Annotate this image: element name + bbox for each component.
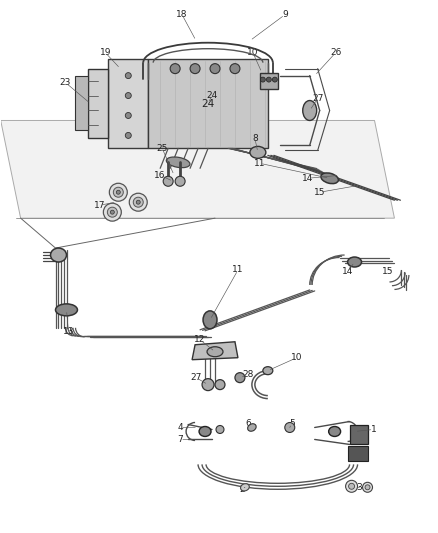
Text: 3: 3 [357, 483, 362, 492]
Circle shape [260, 77, 265, 82]
Text: 13: 13 [63, 327, 74, 336]
Text: 8: 8 [252, 134, 258, 143]
Text: 14: 14 [302, 174, 314, 183]
Polygon shape [75, 76, 88, 131]
Text: 24: 24 [206, 91, 218, 100]
Text: 26: 26 [330, 48, 341, 57]
Text: 24: 24 [201, 99, 215, 109]
Text: 11: 11 [232, 265, 244, 274]
Text: 23: 23 [60, 78, 71, 87]
Ellipse shape [56, 304, 78, 316]
Text: 15: 15 [381, 268, 393, 277]
Circle shape [349, 483, 355, 489]
Circle shape [113, 187, 124, 197]
Ellipse shape [321, 173, 339, 184]
Circle shape [346, 480, 357, 492]
Text: 1: 1 [371, 425, 376, 434]
Polygon shape [192, 342, 238, 360]
Text: 15: 15 [314, 188, 325, 197]
Ellipse shape [303, 101, 317, 120]
Circle shape [235, 373, 245, 383]
Text: 18: 18 [177, 10, 188, 19]
Text: 17: 17 [94, 201, 105, 209]
Circle shape [125, 93, 131, 99]
Text: 2: 2 [239, 485, 245, 494]
Ellipse shape [328, 426, 341, 437]
Circle shape [110, 210, 114, 214]
Text: 16: 16 [155, 171, 166, 180]
Circle shape [117, 190, 120, 194]
Circle shape [133, 197, 143, 207]
Text: 5: 5 [289, 419, 295, 428]
Polygon shape [108, 59, 148, 148]
Ellipse shape [348, 257, 361, 267]
Text: 4: 4 [177, 423, 183, 432]
Text: 12: 12 [194, 335, 206, 344]
Circle shape [202, 378, 214, 391]
Circle shape [285, 423, 295, 432]
Circle shape [125, 112, 131, 118]
Text: 27: 27 [191, 373, 202, 382]
Polygon shape [348, 447, 367, 462]
Circle shape [103, 203, 121, 221]
Circle shape [272, 77, 277, 82]
Circle shape [163, 176, 173, 186]
Text: 28: 28 [242, 370, 254, 379]
Ellipse shape [247, 424, 256, 431]
Circle shape [363, 482, 372, 492]
Ellipse shape [166, 157, 190, 168]
Ellipse shape [50, 248, 67, 262]
Polygon shape [260, 72, 278, 88]
Circle shape [216, 425, 224, 433]
Text: 14: 14 [342, 268, 353, 277]
Ellipse shape [263, 367, 273, 375]
Ellipse shape [207, 347, 223, 357]
Ellipse shape [203, 311, 217, 329]
Circle shape [365, 485, 370, 490]
Text: 25: 25 [156, 144, 168, 153]
Text: 19: 19 [99, 48, 111, 57]
Text: 10: 10 [247, 48, 259, 57]
Circle shape [230, 63, 240, 74]
Circle shape [266, 77, 271, 82]
Circle shape [110, 183, 127, 201]
Polygon shape [88, 69, 108, 139]
Circle shape [125, 72, 131, 78]
Circle shape [107, 207, 117, 217]
Polygon shape [1, 120, 395, 218]
Circle shape [215, 379, 225, 390]
Text: 7: 7 [177, 435, 183, 444]
Circle shape [136, 200, 140, 204]
Ellipse shape [199, 426, 211, 437]
Circle shape [129, 193, 147, 211]
Circle shape [125, 132, 131, 139]
Ellipse shape [240, 483, 249, 491]
Ellipse shape [250, 147, 266, 158]
Text: 27: 27 [312, 94, 323, 103]
Polygon shape [148, 59, 268, 148]
Text: 9: 9 [282, 10, 288, 19]
Text: 11: 11 [254, 159, 265, 168]
Circle shape [190, 63, 200, 74]
Circle shape [210, 63, 220, 74]
Text: 10: 10 [291, 353, 303, 362]
Circle shape [170, 63, 180, 74]
Polygon shape [350, 425, 367, 445]
Circle shape [175, 176, 185, 186]
Text: 6: 6 [245, 419, 251, 428]
